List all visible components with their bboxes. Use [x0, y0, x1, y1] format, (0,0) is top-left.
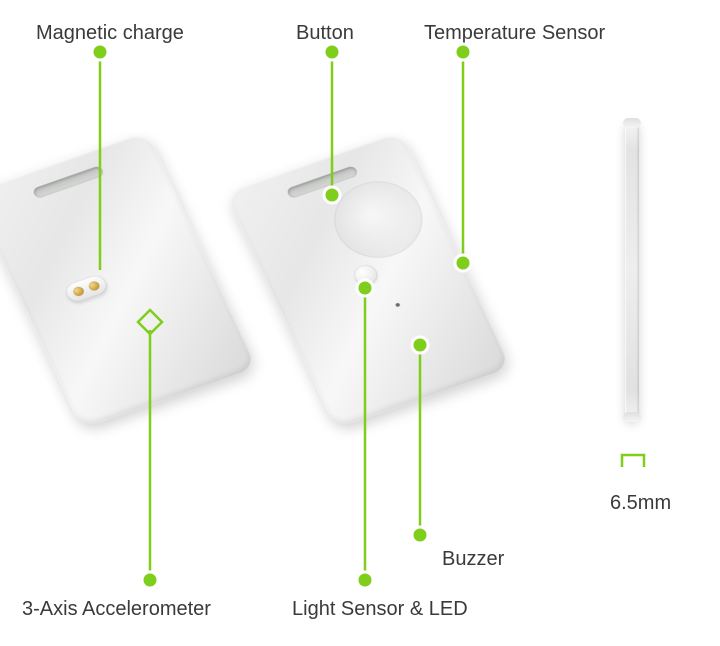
- label-light-sensor: Light Sensor & LED: [292, 598, 468, 621]
- label-accelerometer: 3-Axis Accelerometer: [22, 598, 211, 621]
- device-side-profile: [625, 120, 639, 420]
- device-front: [0, 131, 257, 428]
- magnetic-contacts-icon: [63, 273, 111, 305]
- label-buzzer: Buzzer: [442, 548, 504, 571]
- label-magnetic-charge: Magnetic charge: [36, 22, 184, 45]
- lanyard-slot-icon: [32, 165, 105, 199]
- sensor-ring-icon: [321, 170, 436, 269]
- device-back: [225, 131, 510, 428]
- center-button-icon: [351, 262, 381, 288]
- label-button: Button: [296, 22, 354, 45]
- label-thickness: 6.5mm: [610, 492, 671, 515]
- label-temperature-sensor: Temperature Sensor: [424, 22, 605, 45]
- diagram-stage: Magnetic charge Button Temperature Senso…: [0, 0, 720, 646]
- buzzer-pinhole-icon: [395, 302, 400, 307]
